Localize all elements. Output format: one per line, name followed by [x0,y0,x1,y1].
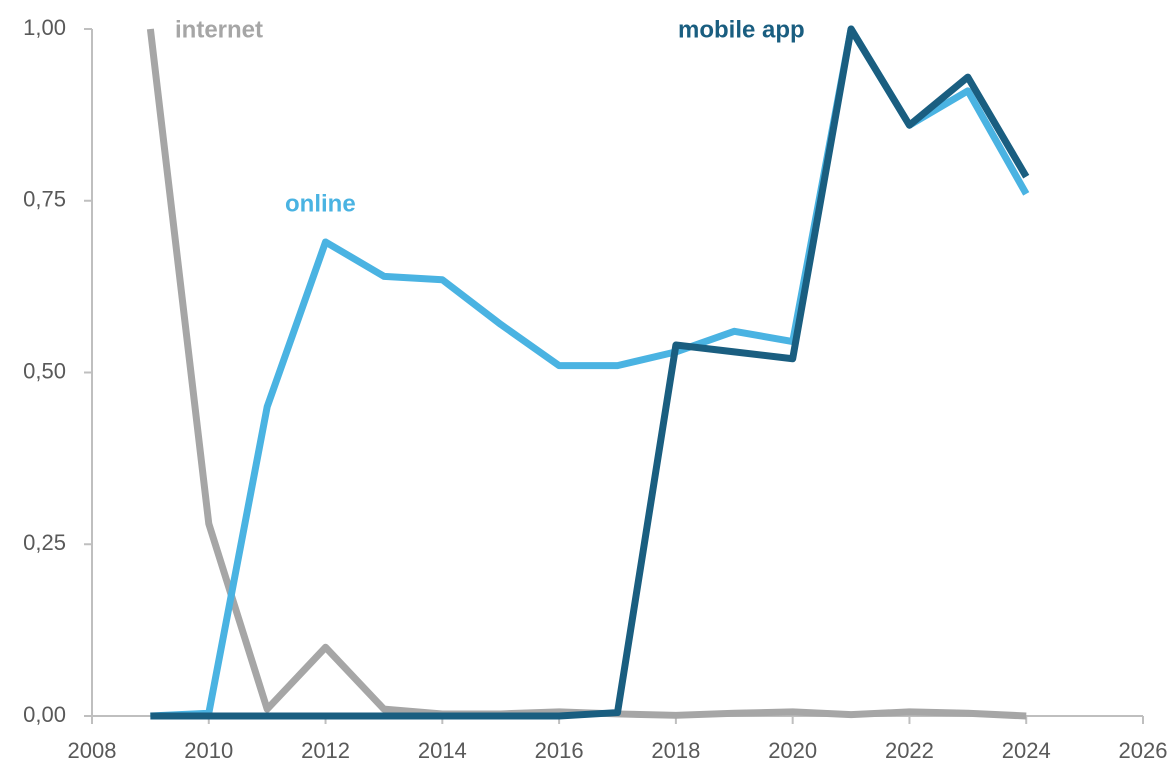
x-tick-label: 2008 [68,738,117,763]
series-line [150,25,1030,720]
series-label: internet [175,16,263,43]
y-tick-label: 0,50 [23,358,66,383]
y-tick-label: 0,00 [23,702,66,727]
y-tick-label: 0,75 [23,187,66,212]
x-tick-label: 2024 [1002,738,1051,763]
x-tick-label: 2012 [301,738,350,763]
y-tick-label: 0,25 [23,530,66,555]
x-tick-label: 2010 [184,738,233,763]
x-tick-label: 2022 [885,738,934,763]
x-tick-label: 2016 [535,738,584,763]
series-label: mobile app [678,16,805,43]
x-tick-label: 2020 [768,738,817,763]
x-tick-label: 2014 [418,738,467,763]
series-line [150,25,1030,720]
x-tick-label: 2026 [1119,738,1168,763]
x-tick-label: 2018 [651,738,700,763]
series-label: online [285,190,356,217]
y-tick-label: 1,00 [23,15,66,40]
